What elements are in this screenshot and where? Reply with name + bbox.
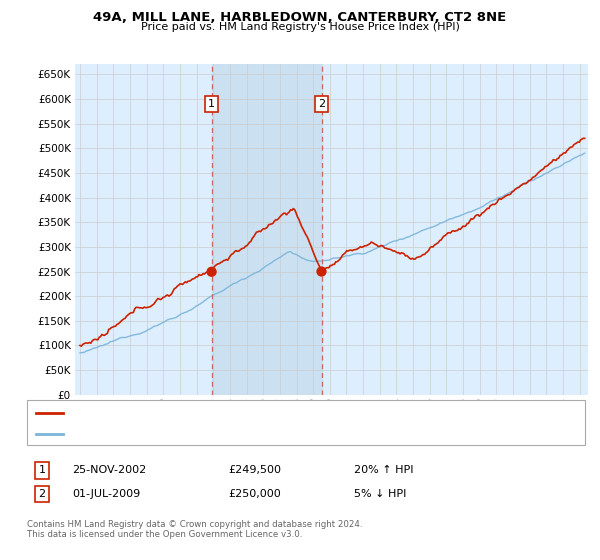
Text: 2: 2 <box>318 99 325 109</box>
Text: £249,500: £249,500 <box>228 465 281 475</box>
Text: 20% ↑ HPI: 20% ↑ HPI <box>354 465 413 475</box>
Text: £250,000: £250,000 <box>228 489 281 499</box>
Text: Contains HM Land Registry data © Crown copyright and database right 2024.
This d: Contains HM Land Registry data © Crown c… <box>27 520 362 539</box>
Text: HPI: Average price, detached house, Canterbury: HPI: Average price, detached house, Cant… <box>69 429 310 439</box>
Text: 2: 2 <box>38 489 46 499</box>
Text: 01-JUL-2009: 01-JUL-2009 <box>72 489 140 499</box>
Point <box>207 267 217 276</box>
Point <box>317 267 326 276</box>
Text: 1: 1 <box>38 465 46 475</box>
Text: 49A, MILL LANE, HARBLEDOWN, CANTERBURY, CT2 8NE: 49A, MILL LANE, HARBLEDOWN, CANTERBURY, … <box>94 11 506 24</box>
Text: Price paid vs. HM Land Registry's House Price Index (HPI): Price paid vs. HM Land Registry's House … <box>140 22 460 32</box>
Text: 1: 1 <box>208 99 215 109</box>
Text: 5% ↓ HPI: 5% ↓ HPI <box>354 489 406 499</box>
Text: 25-NOV-2002: 25-NOV-2002 <box>72 465 146 475</box>
Text: 49A, MILL LANE, HARBLEDOWN, CANTERBURY, CT2 8NE (detached house): 49A, MILL LANE, HARBLEDOWN, CANTERBURY, … <box>69 408 439 418</box>
Bar <box>212 64 322 395</box>
